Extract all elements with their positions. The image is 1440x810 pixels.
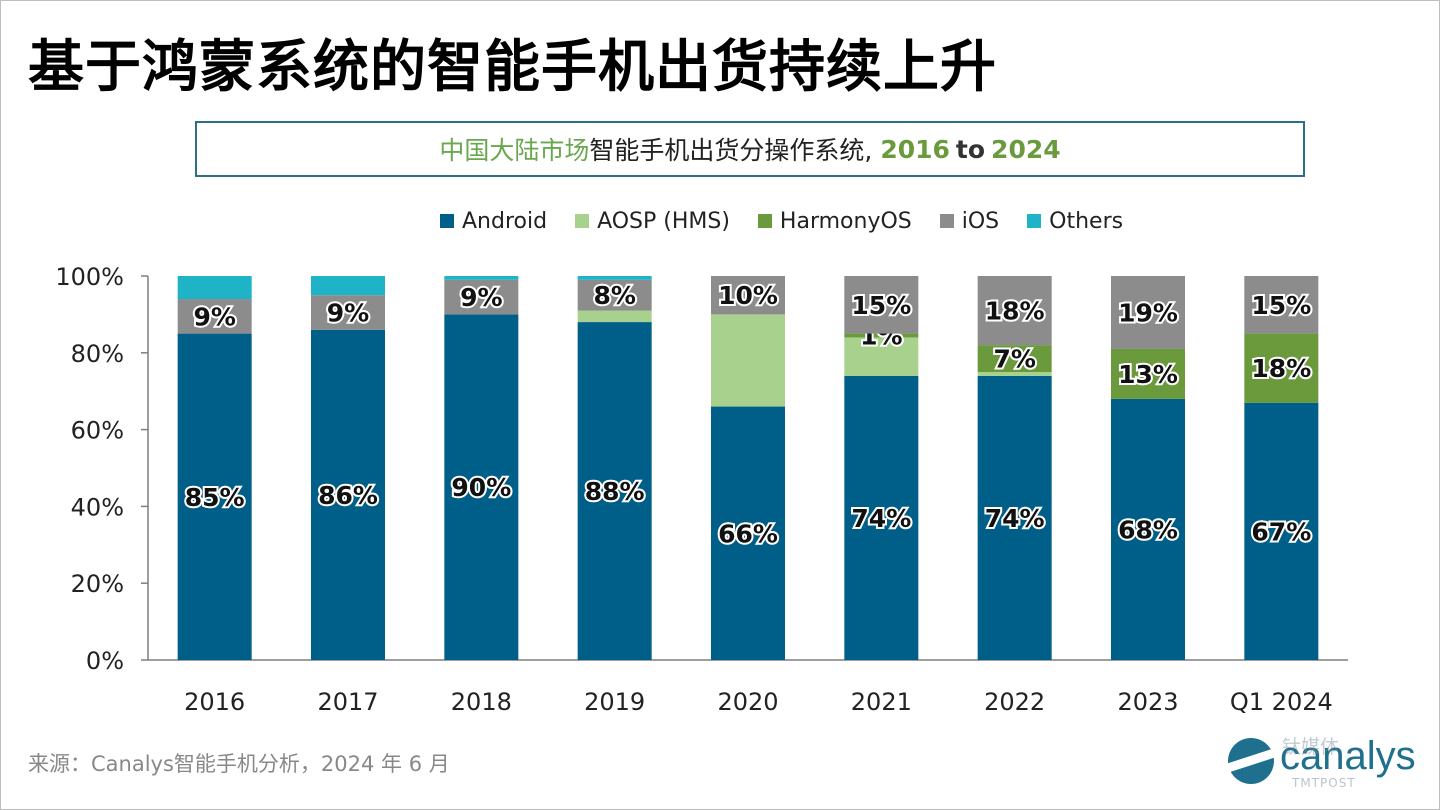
- bar-segment-android: [577, 322, 652, 660]
- data-label-android: 66%: [718, 519, 778, 548]
- x-tick-label: 2020: [717, 688, 778, 716]
- bar-segment-android: [311, 329, 385, 660]
- x-tick-label: 2021: [851, 688, 912, 716]
- data-label-harmonyos: 13%: [1118, 360, 1178, 389]
- bar-segment-ios: [711, 276, 785, 315]
- legend-item-ios: iOS: [939, 208, 1000, 234]
- data-label-ios: 9%: [193, 302, 235, 331]
- bar-segment-harmonyos: [977, 345, 1052, 372]
- logo-brand: canalys: [1280, 734, 1416, 778]
- legend-item-harmonyos: HarmonyOS: [757, 208, 912, 234]
- data-label-ios: 8%: [593, 281, 635, 310]
- subtitle-text: 智能手机出货分操作系统,: [589, 136, 873, 165]
- subtitle-connector: to: [955, 134, 986, 164]
- y-tick-label: 20%: [71, 570, 124, 598]
- data-label-android: 74%: [985, 504, 1045, 533]
- source-note: 来源：Canalys智能手机分析，2024 年 6 月: [28, 752, 450, 776]
- logo-watermark: 钛媒体: [1282, 736, 1340, 758]
- bar-segment-harmonyos: [1111, 348, 1185, 399]
- legend-label: AOSP (HMS): [597, 208, 730, 234]
- data-label-ios: 19%: [1118, 298, 1178, 327]
- bar-segment-others: [311, 276, 385, 296]
- data-label-harmonyos: 7%: [993, 345, 1035, 374]
- bar-segment-ios: [844, 276, 919, 334]
- subtitle-region: 中国大陆市场: [439, 136, 590, 165]
- bar-segment-ios: [1244, 276, 1319, 334]
- x-tick-label: 2018: [451, 688, 512, 716]
- data-label-android: 88%: [585, 477, 645, 506]
- data-label-android: 67%: [1251, 517, 1311, 546]
- data-label-android: 68%: [1118, 515, 1178, 544]
- bar-segment-others: [177, 276, 252, 300]
- y-tick-label: 80%: [71, 340, 124, 368]
- data-label-android: 86%: [318, 481, 378, 510]
- chart-legend: Android AOSP (HMS) HarmonyOS iOS Others: [440, 205, 1200, 237]
- data-label-ios: 15%: [1251, 291, 1311, 320]
- bar-segment-harmonyos: [844, 333, 919, 338]
- bar-segment-ios: [977, 276, 1052, 346]
- bar-segment-android: [1244, 402, 1319, 660]
- bar-segment-ios: [1111, 276, 1185, 349]
- x-tick-label: Q1 2024: [1230, 688, 1333, 716]
- legend-label: HarmonyOS: [779, 208, 912, 234]
- legend-label: Android: [462, 208, 548, 234]
- legend-swatch: [939, 214, 954, 228]
- bar-segment-ios: [444, 279, 519, 315]
- bar-segment-others: [577, 276, 652, 280]
- data-label-ios: 18%: [985, 297, 1045, 326]
- bar-segment-ios: [577, 279, 652, 311]
- bar-segment-android: [177, 333, 252, 660]
- bar-segment-ios: [311, 295, 385, 330]
- x-tick-label: 2017: [317, 688, 378, 716]
- y-tick-label: 100%: [55, 263, 124, 291]
- data-label-android: 90%: [451, 473, 511, 502]
- legend-item-android: Android: [440, 209, 547, 234]
- data-label-ios: 15%: [851, 291, 911, 320]
- data-label-android: 74%: [851, 504, 911, 533]
- bar-segment-aosp-hms: [844, 337, 919, 376]
- bar-segment-aosp-hms: [577, 310, 652, 323]
- bar-segment-android: [444, 314, 519, 660]
- bar-segment-android: [711, 406, 785, 660]
- legend-label: iOS: [961, 208, 1000, 234]
- bar-segment-ios: [177, 299, 252, 334]
- y-tick-label: 0%: [86, 647, 124, 675]
- bar-segment-android: [844, 375, 919, 660]
- legend-label: Others: [1049, 208, 1124, 234]
- chart-subtitle-box: 中国大陆市场 智能手机出货分操作系统, 2016 to 2024: [195, 121, 1305, 177]
- y-tick-label: 60%: [71, 417, 124, 445]
- page-title: 基于鸿蒙系统的智能手机出货持续上升: [28, 35, 997, 100]
- x-tick-label: 2022: [984, 688, 1045, 716]
- x-tick-label: 2016: [184, 688, 245, 716]
- globe-icon: [1228, 738, 1274, 784]
- data-label-ios: 10%: [718, 281, 778, 310]
- legend-item-others: Others: [1027, 209, 1123, 234]
- bar-segment-aosp-hms: [711, 314, 785, 407]
- logo-watermark-sub: TMTPOST: [1292, 776, 1356, 790]
- canalys-logo: canalys 钛媒体 TMTPOST: [1228, 732, 1428, 796]
- subtitle-year-start: 2016: [880, 134, 950, 164]
- legend-swatch: [440, 214, 454, 228]
- y-tick-label: 40%: [71, 493, 124, 521]
- data-label-ios: 9%: [460, 283, 502, 312]
- x-tick-label: 2019: [584, 688, 645, 716]
- bar-segment-harmonyos: [1244, 333, 1319, 403]
- x-tick-label: 2023: [1117, 688, 1178, 716]
- legend-swatch: [1027, 214, 1042, 228]
- subtitle-year-end: 2024: [991, 134, 1061, 164]
- bar-segment-others: [444, 276, 519, 280]
- data-label-android: 85%: [185, 483, 245, 512]
- bar-segment-android: [1111, 398, 1185, 660]
- bar-segment-aosp-hms: [977, 372, 1052, 376]
- data-label-ios: 9%: [327, 298, 369, 327]
- legend-item-aosp-hms: AOSP (HMS): [575, 209, 730, 234]
- legend-swatch: [575, 214, 590, 228]
- data-label-harmonyos: 18%: [1251, 354, 1311, 383]
- bar-segment-android: [977, 375, 1052, 660]
- legend-swatch: [757, 214, 772, 228]
